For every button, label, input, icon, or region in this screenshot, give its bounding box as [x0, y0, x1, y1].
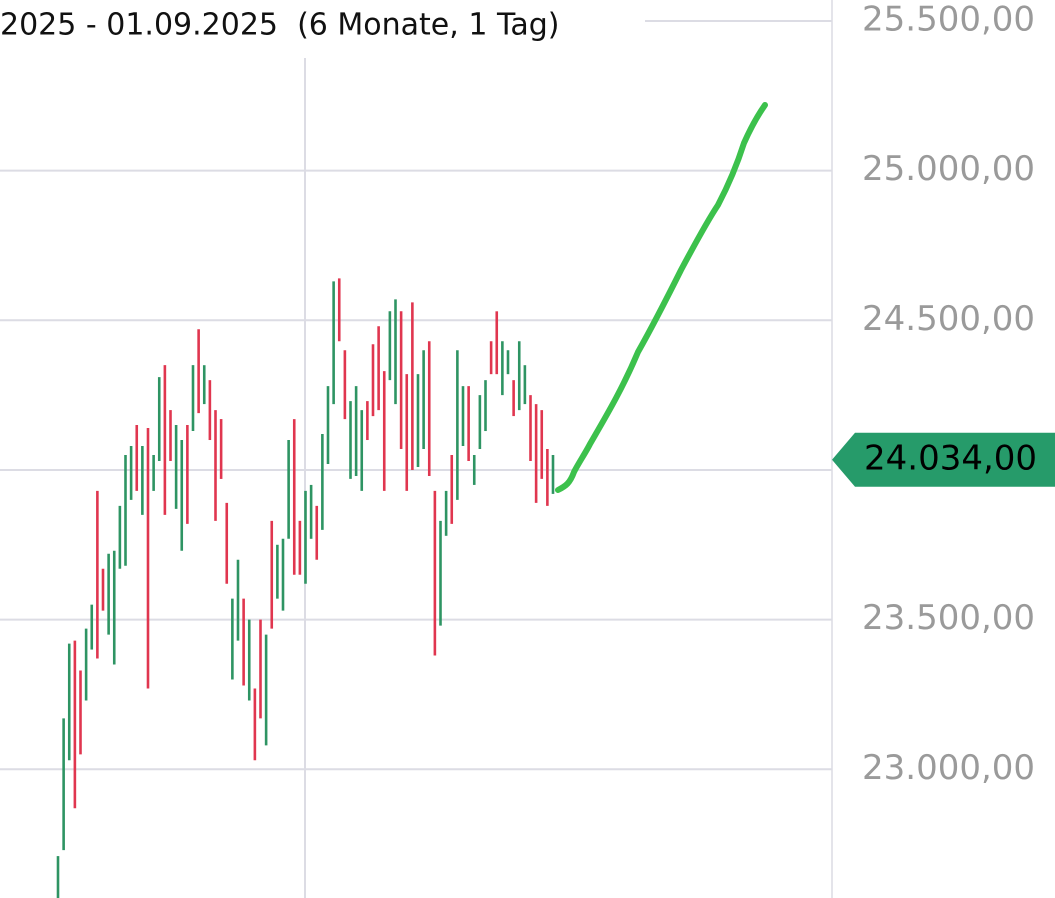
price-tag — [832, 432, 1055, 487]
title-background — [0, 0, 645, 52]
y-tick-label: 25.000,00 — [862, 149, 1035, 189]
y-tick-label: 23.500,00 — [862, 598, 1035, 638]
y-tick-label: 24.500,00 — [862, 299, 1035, 339]
price-tag-label: 24.034,00 — [864, 438, 1037, 478]
chart-title: 2025 - 01.09.2025 (6 Monate, 1 Tag) — [0, 8, 559, 43]
drawn-trend-annotation — [555, 102, 768, 493]
y-tick-label: 25.500,00 — [862, 0, 1035, 39]
y-tick-label: 23.000,00 — [862, 748, 1035, 788]
